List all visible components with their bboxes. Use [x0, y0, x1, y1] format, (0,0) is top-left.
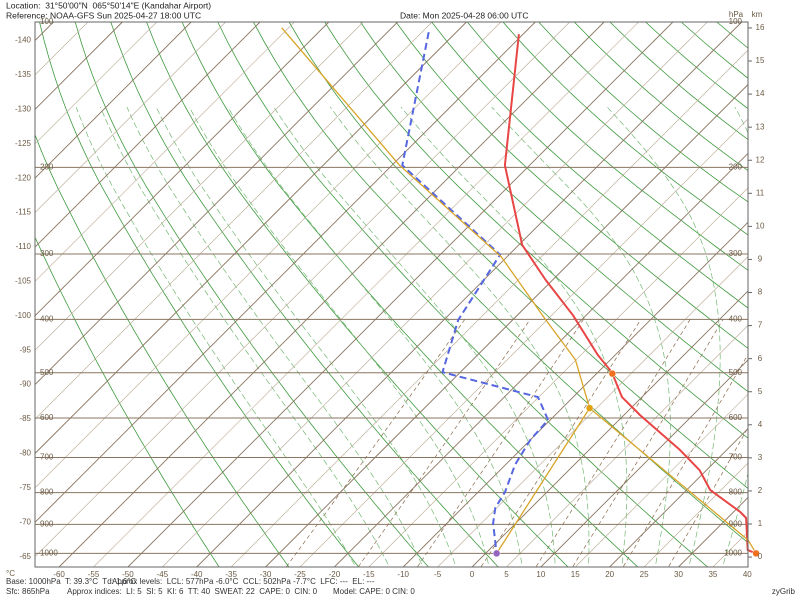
x-tick-label: -15	[363, 570, 375, 579]
level-marker	[586, 405, 593, 412]
y2-tick-label: 8	[758, 288, 763, 297]
x-tick-label: 40	[743, 570, 752, 579]
footer-model: Model: CAPE: 0 CIN: 0	[333, 587, 415, 596]
date: Date: Mon 2025-04-28 06:00 UTC	[400, 10, 529, 20]
left-tick-label: -120	[15, 173, 32, 182]
pressure-label-left: 500	[40, 368, 54, 377]
x-tick-label: -40	[191, 570, 203, 579]
x-tick-label: 25	[640, 570, 649, 579]
y2-tick-label: 2	[758, 486, 763, 495]
left-tick-label: -140	[15, 36, 32, 45]
pressure-label-left: 700	[40, 453, 54, 462]
pressure-label-right: 600	[729, 413, 743, 422]
level-marker	[493, 550, 500, 557]
location: Location: 31°50'00"N 065°50'14"E (Kandah…	[6, 0, 211, 10]
pressure-label-left: 200	[40, 162, 54, 171]
left-tick-label: -85	[19, 414, 31, 423]
y2-tick-label: 1	[758, 519, 763, 528]
level-marker	[609, 370, 616, 377]
x-tick-label: 15	[571, 570, 580, 579]
y2-tick-label: 0	[758, 552, 763, 561]
left-tick-label: -80	[19, 449, 31, 458]
pressure-label-left: 100	[40, 17, 54, 26]
x-tick-label: -60	[53, 570, 65, 579]
pressure-label-right: 700	[729, 453, 743, 462]
pressure-label-left: 1000	[40, 549, 58, 558]
y2-tick-label: 7	[758, 321, 763, 330]
y2-tick-label: 6	[758, 354, 763, 363]
x-tick-label: 30	[674, 570, 683, 579]
x-tick-label: -45	[157, 570, 169, 579]
y2-tick-label: 14	[756, 89, 765, 98]
y2-tick-label: 5	[758, 387, 763, 396]
pressure-label-right: 800	[729, 488, 743, 497]
left-tick-label: -130	[15, 104, 32, 113]
y2-tick-label: 12	[756, 155, 765, 164]
pressure-label-left: 600	[40, 413, 54, 422]
x-tick-label: -5	[434, 570, 442, 579]
x-tick-label: 0	[470, 570, 475, 579]
y2-axis-label: km	[752, 10, 763, 19]
pressure-label-right: 900	[729, 519, 743, 528]
pressure-label-left: 300	[40, 249, 54, 258]
x-tick-label: 20	[605, 570, 614, 579]
x-tick-label: 10	[536, 570, 545, 579]
pressure-label-left: 900	[40, 519, 54, 528]
left-tick-label: -135	[15, 70, 32, 79]
left-tick-label: -115	[16, 208, 32, 217]
y2-tick-label: 10	[756, 221, 765, 230]
left-tick-label: -90	[19, 380, 31, 389]
y2-tick-label: 4	[758, 420, 763, 429]
x-tick-label: -50	[122, 570, 134, 579]
left-tick-label: -70	[19, 517, 31, 526]
y2-tick-label: 13	[756, 122, 765, 131]
reference: Reference: NOAA-GFS Sun 2025-04-27 18:00…	[6, 10, 201, 20]
x-tick-label: -55	[88, 570, 100, 579]
left-tick-label: -95	[19, 345, 31, 354]
x-tick-label: -20	[329, 570, 341, 579]
footer-sfc: Sfc: 865hPa	[6, 587, 50, 596]
y2-tick-label: 11	[756, 188, 765, 197]
left-tick-label: -105	[15, 276, 32, 285]
x-tick-label: -25	[294, 570, 306, 579]
pressure-label-right: 1000	[724, 549, 742, 558]
y2-tick-label: 9	[758, 255, 763, 264]
y2-tick-label: 3	[758, 453, 763, 462]
x-tick-label: 35	[708, 570, 717, 579]
x-tick-label: -30	[260, 570, 272, 579]
pressure-label-right: 100	[729, 17, 743, 26]
pressure-label-right: 200	[729, 162, 743, 171]
pressure-label-left: 800	[40, 488, 54, 497]
footer-indices: Approx indices: LI: 5 SI: 5 KI: 6 TT: 40…	[67, 587, 318, 596]
pressure-label-right: 500	[729, 368, 743, 377]
left-tick-label: -110	[16, 242, 32, 251]
left-tick-label: -125	[15, 139, 32, 148]
left-tick-label: -100	[15, 311, 32, 320]
x-tick-label: -35	[225, 570, 237, 579]
y2-tick-label: 16	[756, 23, 765, 32]
left-tick-label: -75	[19, 483, 31, 492]
x-tick-label: 5	[504, 570, 509, 579]
left-tick-label: -65	[19, 552, 31, 561]
pressure-label-left: 400	[40, 315, 54, 324]
pressure-label-right: 400	[729, 315, 743, 324]
pressure-label-right: 300	[729, 249, 743, 258]
credit: zyGrib	[772, 587, 796, 596]
x-tick-label: -10	[397, 570, 409, 579]
y2-tick-label: 15	[756, 56, 765, 65]
